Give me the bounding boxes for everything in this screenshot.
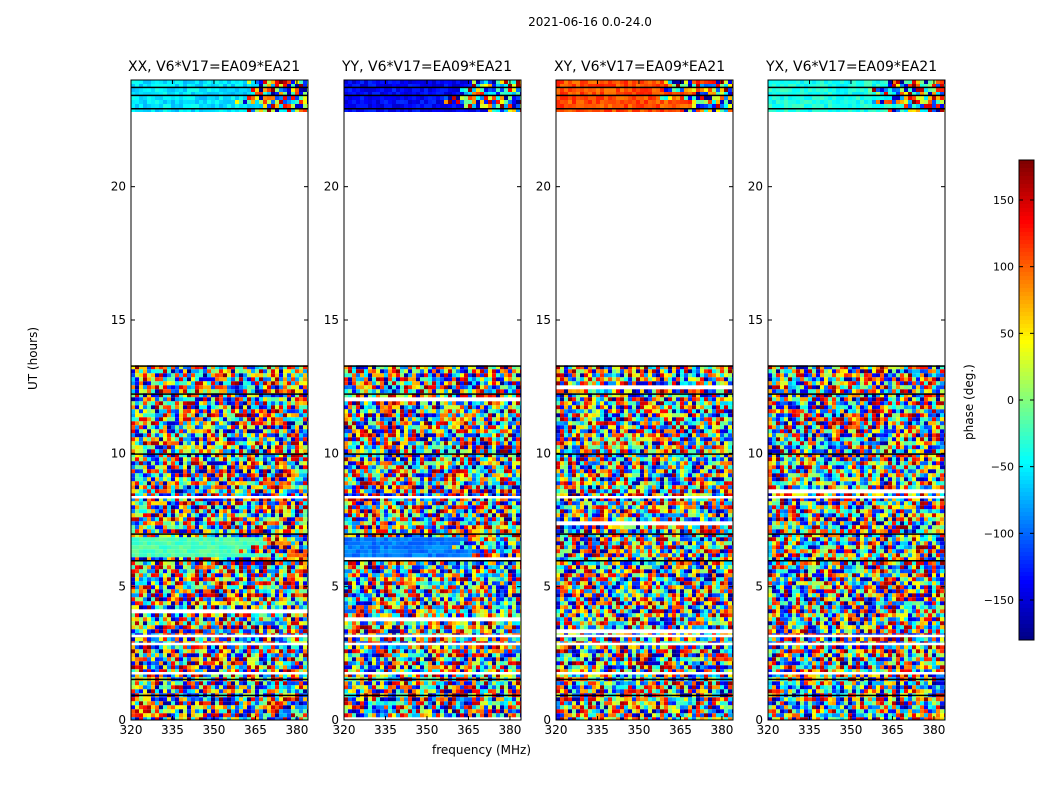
x-tick-label: 350 — [416, 723, 439, 737]
y-tick-label: 15 — [324, 313, 339, 327]
y-tick-label: 0 — [755, 713, 763, 727]
x-tick-label: 365 — [881, 723, 904, 737]
colorbar-tick-label: −100 — [984, 527, 1014, 540]
panel-xy — [556, 80, 733, 720]
colorbar-tick-label: −150 — [984, 594, 1014, 607]
y-tick-label: 5 — [331, 580, 339, 594]
y-tick-label: 10 — [111, 446, 126, 460]
colorbar-tick-label: 50 — [1000, 327, 1014, 340]
x-tick-label: 320 — [333, 723, 356, 737]
colorbar-tick-label: 0 — [1007, 394, 1014, 407]
panel-title-yy: YY, V6*V17=EA09*EA21 — [342, 59, 513, 75]
panel-title-xx: XX, V6*V17=EA09*EA21 — [128, 59, 301, 75]
y-tick-label: 0 — [331, 713, 339, 727]
y-tick-label: 5 — [755, 580, 763, 594]
y-tick-label: 10 — [748, 446, 763, 460]
axes-frame — [555, 79, 734, 721]
y-tick-label: 20 — [324, 180, 339, 194]
x-tick-label: 320 — [545, 723, 568, 737]
x-tick-label: 335 — [161, 723, 184, 737]
axes-frame — [130, 79, 309, 721]
y-tick-label: 15 — [748, 313, 763, 327]
y-tick-label: 5 — [118, 580, 126, 594]
y-tick-label: 0 — [543, 713, 551, 727]
y-tick-label: 20 — [111, 180, 126, 194]
y-tick-label: 10 — [324, 446, 339, 460]
y-tick-label: 5 — [543, 580, 551, 594]
panel-yy — [344, 80, 521, 718]
y-tick-label: 20 — [748, 180, 763, 194]
figure-title: 2021-06-16 0.0-24.0 — [528, 15, 652, 29]
colorbar-tick-label: −50 — [991, 461, 1014, 474]
x-tick-label: 380 — [710, 723, 733, 737]
x-tick-label: 350 — [203, 723, 226, 737]
y-tick-label: 15 — [111, 313, 126, 327]
colorbar-tick-label: 150 — [993, 194, 1014, 207]
x-tick-label: 335 — [798, 723, 821, 737]
y-tick-label: 15 — [536, 313, 551, 327]
panel-yx — [768, 80, 945, 720]
panel-xx — [131, 80, 308, 720]
x-tick-label: 350 — [628, 723, 651, 737]
x-tick-label: 365 — [457, 723, 480, 737]
panel-title-yx: YX, V6*V17=EA09*EA21 — [766, 59, 938, 75]
x-tick-label: 335 — [374, 723, 397, 737]
y-tick-label: 0 — [118, 713, 126, 727]
x-tick-label: 320 — [757, 723, 780, 737]
panel-title-xy: XY, V6*V17=EA09*EA21 — [554, 59, 726, 75]
x-tick-label: 380 — [285, 723, 308, 737]
x-tick-label: 380 — [922, 723, 945, 737]
axes-frame — [767, 79, 946, 721]
x-tick-label: 365 — [669, 723, 692, 737]
x-tick-label: 380 — [498, 723, 521, 737]
x-tick-label: 320 — [120, 723, 143, 737]
x-axis-label: frequency (MHz) — [432, 743, 532, 757]
x-tick-label: 350 — [840, 723, 863, 737]
colorbar — [1019, 160, 1034, 641]
axes-frame — [343, 79, 522, 721]
x-tick-label: 365 — [244, 723, 267, 737]
colorbar-tick-label: 100 — [993, 261, 1014, 274]
y-tick-label: 10 — [536, 446, 551, 460]
y-tick-label: 20 — [536, 180, 551, 194]
x-tick-label: 335 — [586, 723, 609, 737]
